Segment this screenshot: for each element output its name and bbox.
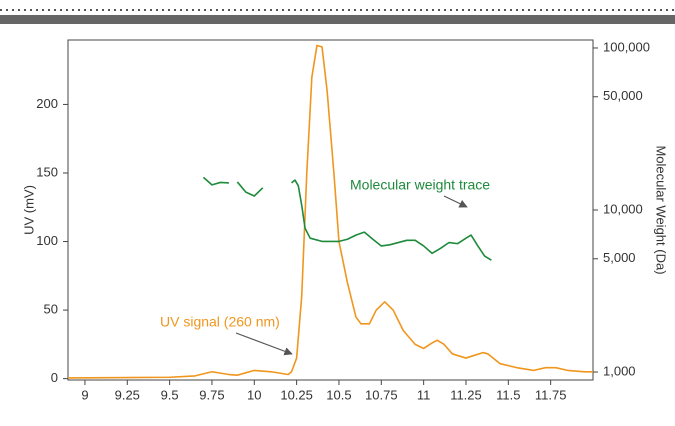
y-tick-label: 100 — [36, 233, 58, 248]
annotation-arrow — [235, 332, 293, 356]
y-tick-label: 50 — [44, 302, 58, 317]
x-tick-label: 11.25 — [450, 387, 482, 402]
y2-tick-label: 100,000 — [603, 39, 650, 54]
y-tick-label: 200 — [36, 96, 58, 111]
y2-axis-label: Molecular Weight (Da) — [654, 145, 669, 274]
y2-tick-label: 50,000 — [603, 88, 643, 103]
y2-tick-label: 5,000 — [603, 250, 636, 265]
x-tick-label: 10.25 — [280, 387, 313, 402]
x-tick-label: 11.75 — [535, 387, 567, 402]
x-tick-label: 9 — [81, 387, 88, 402]
series-line — [67, 44, 593, 379]
annotation: Molecular weight trace — [350, 177, 490, 193]
y-tick-label: 0 — [51, 370, 58, 385]
x-tick-label: 9.75 — [199, 387, 224, 402]
x-tick-label: 9.5 — [161, 387, 179, 402]
x-tick-label: 10.5 — [326, 387, 351, 402]
x-tick-label: 10.75 — [365, 387, 398, 402]
header-bar — [0, 15, 675, 24]
x-tick-label: 11 — [417, 387, 431, 402]
plot-frame — [67, 39, 594, 381]
series-line — [202, 176, 492, 261]
annotation-arrow — [443, 195, 468, 208]
x-tick-label: 9.25 — [115, 387, 140, 402]
y-axis-label: UV (mV) — [21, 185, 36, 235]
y2-tick-label: 10,000 — [603, 201, 643, 216]
annotation: UV signal (260 nm) — [160, 314, 280, 330]
x-tick-label: 11.5 — [496, 387, 520, 402]
y2-tick-label: 1,000 — [603, 363, 636, 378]
x-tick-label: 10 — [247, 387, 261, 402]
y-tick-label: 150 — [36, 164, 58, 179]
